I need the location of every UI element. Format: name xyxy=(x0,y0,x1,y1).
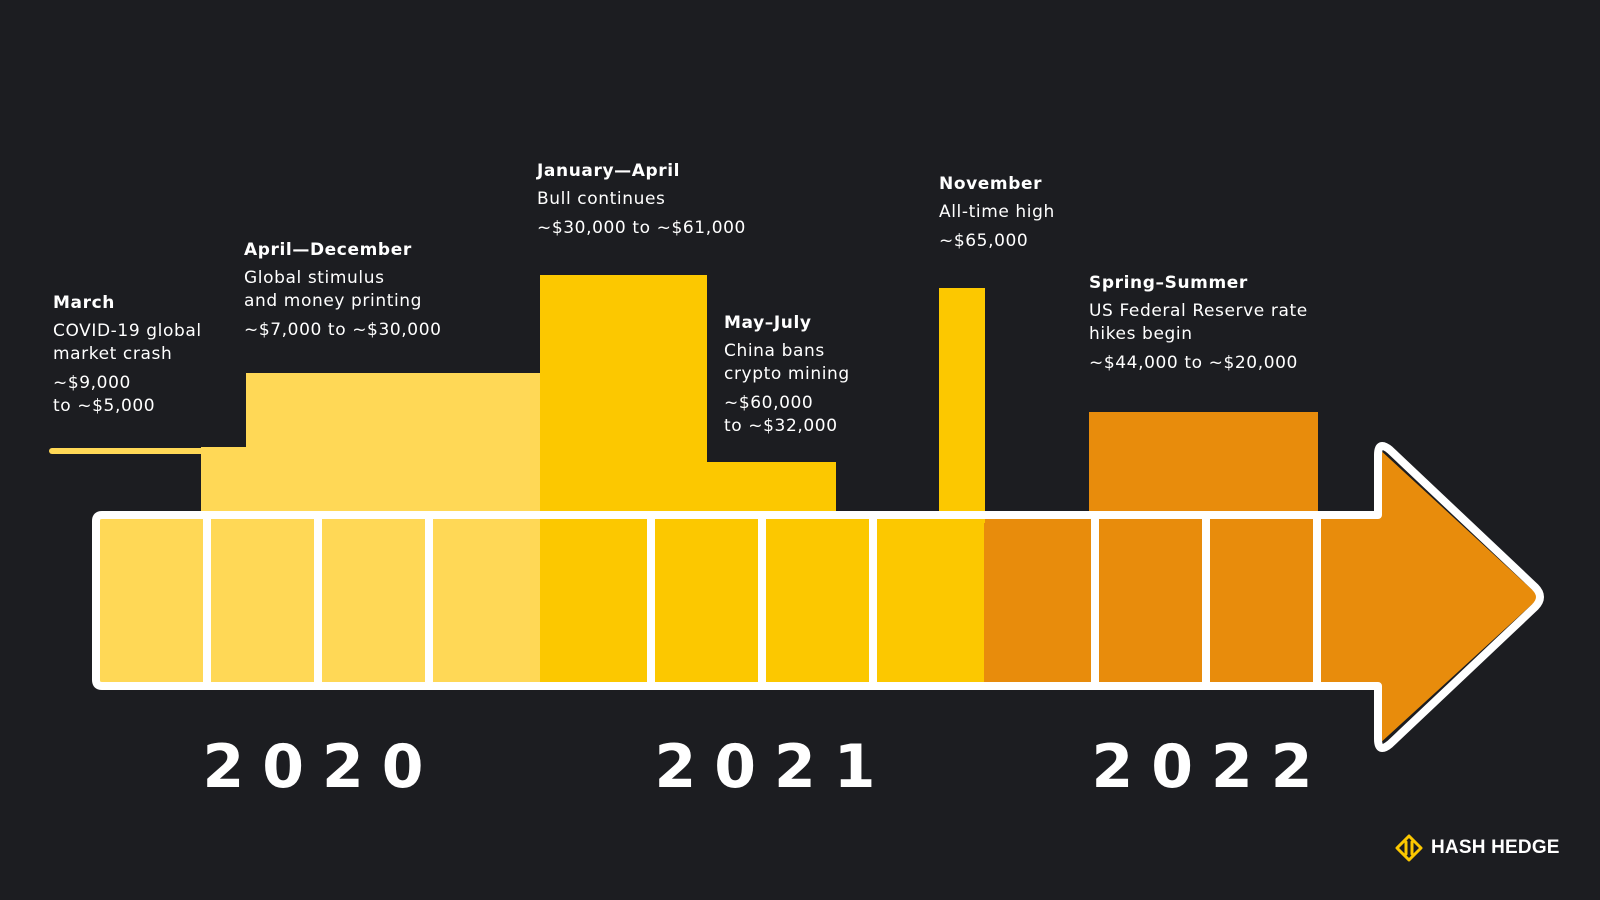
event-price: ~$7,000 to ~$30,000 xyxy=(244,320,442,340)
hash-hedge-logo-icon xyxy=(1395,834,1423,862)
event-description: Bull continues xyxy=(537,189,666,209)
event-january-april: January—April Bull continues ~$30,000 to… xyxy=(537,160,817,240)
block-march-step xyxy=(201,447,251,523)
block-spring-summer xyxy=(1089,412,1318,523)
event-price: ~$30,000 to ~$61,000 xyxy=(537,218,746,238)
line-march xyxy=(49,448,206,454)
brand-logo: HASH HEDGE xyxy=(1395,834,1560,862)
event-title: April—December xyxy=(244,240,412,260)
event-title: January—April xyxy=(537,161,681,181)
event-spring-summer: Spring–Summer US Federal Reserve rate hi… xyxy=(1089,272,1379,375)
event-price: ~$60,000 to ~$32,000 xyxy=(724,393,838,436)
year-label-2022: 2022 xyxy=(1091,732,1331,802)
arrow-outline xyxy=(92,442,1544,752)
event-description: China bans crypto mining xyxy=(724,341,850,384)
segment-dividers xyxy=(203,515,1321,686)
event-price: ~$65,000 xyxy=(939,231,1029,251)
event-price: ~$44,000 to ~$20,000 xyxy=(1089,353,1298,373)
event-title: November xyxy=(939,174,1043,194)
event-title: March xyxy=(53,293,115,313)
event-description: Global stimulus and money printing xyxy=(244,268,423,311)
block-january-april xyxy=(540,275,707,523)
brand-name: HASH HEDGE xyxy=(1431,837,1560,858)
year-label-2021: 2021 xyxy=(654,732,894,802)
event-price: ~$9,000 to ~$5,000 xyxy=(53,373,156,416)
block-november xyxy=(939,288,985,523)
event-description: US Federal Reserve rate hikes begin xyxy=(1089,301,1308,344)
event-may-july: May–July China bans crypto mining ~$60,0… xyxy=(724,312,914,438)
event-april-december: April—December Global stimulus and money… xyxy=(244,239,514,342)
block-april-december xyxy=(246,373,540,523)
event-title: May–July xyxy=(724,313,812,333)
event-title: Spring–Summer xyxy=(1089,273,1248,293)
event-november: November All-time high ~$65,000 xyxy=(939,173,1119,253)
event-description: All-time high xyxy=(939,202,1055,222)
event-description: COVID-19 global market crash xyxy=(53,321,202,364)
year-label-2020: 2020 xyxy=(202,732,442,802)
event-march: March COVID-19 global market crash ~$9,0… xyxy=(53,292,233,418)
